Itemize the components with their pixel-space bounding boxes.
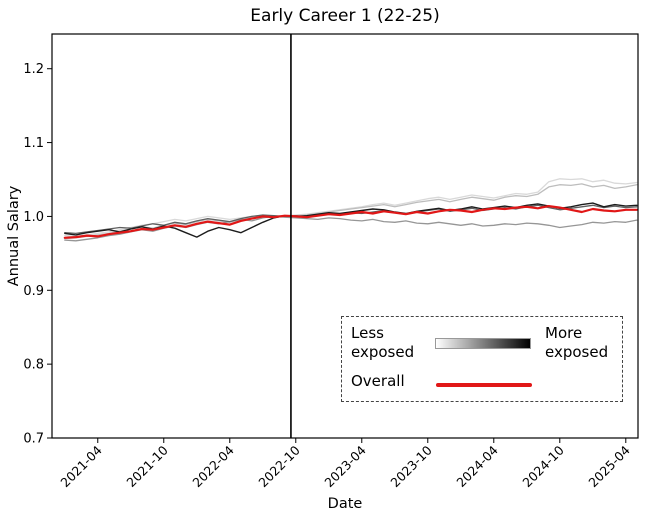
x-axis-label: Date — [327, 496, 363, 512]
chart-title: Early Career 1 (22-25) — [250, 6, 440, 26]
x-tick-label: 2023-04 — [321, 442, 369, 490]
y-axis-label: Annual Salary — [6, 185, 22, 287]
series-line-exposure-quintile-2 — [64, 183, 638, 240]
y-tick-label: 0.8 — [23, 358, 44, 373]
exposure-gradient-bar — [435, 338, 531, 349]
series-line-exposure-quintile-1-least-exposed — [64, 178, 638, 238]
series-line-overall — [63, 205, 638, 239]
axes-frame — [51, 33, 639, 439]
x-tick-label: 2021-04 — [57, 442, 105, 490]
x-tick-label: 2021-10 — [123, 442, 171, 490]
y-tick-label: 0.7 — [23, 432, 44, 447]
x-tick-label: 2023-10 — [387, 442, 435, 490]
y-tick-label: 1.0 — [23, 210, 44, 225]
y-tick-label: 1.1 — [23, 136, 44, 151]
x-tick-label: 2022-04 — [189, 442, 237, 490]
legend: Less exposed More exposed Overall — [341, 316, 623, 402]
series-line-exposure-quintile-5-most-exposed — [64, 202, 638, 238]
legend-overall-label: Overall — [351, 372, 405, 390]
x-tick-label: 2025-04 — [585, 442, 633, 490]
y-tick-label: 0.9 — [23, 284, 44, 299]
y-tick-label: 1.2 — [23, 62, 44, 77]
legend-more-exposed-label: More exposed — [545, 324, 609, 361]
legend-less-exposed-label: Less exposed — [351, 324, 415, 361]
overall-line-sample — [436, 383, 532, 387]
x-tick-label: 2024-10 — [519, 442, 567, 490]
x-tick-label: 2022-10 — [255, 442, 303, 490]
x-tick-label: 2024-04 — [453, 442, 501, 490]
